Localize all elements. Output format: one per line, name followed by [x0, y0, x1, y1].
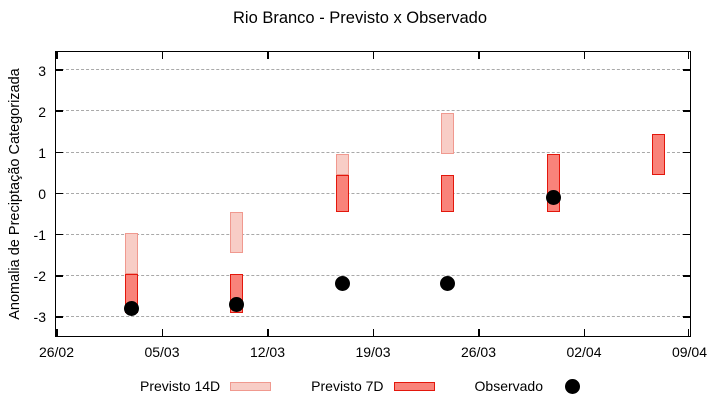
- x-tick-mark: [56, 329, 58, 336]
- y-tick-mark: [683, 316, 690, 318]
- x-tick-label: 26/02: [38, 344, 75, 360]
- y-tick-mark: [56, 233, 63, 236]
- y-tick-mark: [683, 192, 690, 195]
- x-tick-label: 26/03: [460, 344, 497, 360]
- x-tick-mark: [478, 52, 480, 59]
- y-tick-mark: [683, 275, 690, 277]
- y-tick-mark: [56, 151, 63, 154]
- x-tick-mark: [372, 52, 374, 59]
- x-tick-mark: [583, 52, 585, 59]
- legend-label-observado: Observado: [474, 378, 543, 394]
- previsto-14d-box: [230, 212, 244, 254]
- previsto-7d-box: [335, 174, 349, 212]
- y-tick-mark: [683, 151, 690, 154]
- y-tick-mark: [56, 110, 63, 112]
- gridline: [56, 69, 690, 71]
- y-tick-label: 2: [38, 103, 46, 120]
- x-tick-label: 02/04: [566, 344, 602, 360]
- x-tick-label: 19/03: [355, 344, 391, 360]
- y-tick-label: -2: [33, 268, 46, 285]
- observado-point: [545, 190, 561, 206]
- x-tick-mark: [56, 52, 58, 59]
- chart-title: Rio Branco - Previsto x Observado: [232, 9, 488, 27]
- observado-point: [229, 297, 245, 313]
- gridline: [56, 151, 690, 153]
- y-tick-label: 3: [38, 62, 46, 79]
- y-tick-mark: [683, 69, 690, 71]
- x-tick-mark: [478, 329, 480, 336]
- x-tick-mark: [267, 329, 269, 336]
- plot-area: [55, 51, 691, 337]
- legend-swatch-previsto-14d: [230, 381, 272, 391]
- legend-observado-dot-icon: [565, 378, 580, 394]
- y-tick-mark: [683, 233, 690, 236]
- y-tick-mark: [56, 275, 63, 277]
- x-tick-mark: [583, 329, 585, 336]
- x-tick-mark: [372, 329, 374, 336]
- legend-item-previsto-7d: Previsto 7D: [311, 378, 435, 394]
- y-tick-label: -3: [33, 309, 46, 326]
- y-tick-mark: [56, 69, 63, 71]
- y-tick-label: -1: [33, 227, 46, 244]
- y-tick-mark: [56, 316, 63, 318]
- gridline: [56, 192, 690, 194]
- x-tick-label: 12/03: [249, 344, 286, 360]
- gridline: [56, 233, 690, 235]
- y-tick-label: 1: [38, 144, 46, 161]
- x-tick-mark: [687, 52, 689, 59]
- legend-label-previsto-14d: Previsto 14D: [140, 378, 221, 394]
- previsto-14d-box: [124, 232, 138, 274]
- y-tick-mark: [683, 110, 690, 112]
- x-tick-label: 05/03: [144, 344, 180, 360]
- legend-swatch-previsto-7d: [393, 381, 435, 391]
- x-tick-mark: [161, 52, 163, 59]
- legend-label-previsto-7d: Previsto 7D: [311, 378, 384, 394]
- gridline: [56, 110, 690, 112]
- legend: Previsto 14D Previsto 7D Observado: [0, 378, 720, 394]
- legend-item-observado: Observado: [475, 378, 580, 394]
- legend-item-previsto-14d: Previsto 14D: [140, 378, 272, 394]
- x-tick-label: 09/04: [671, 344, 708, 360]
- y-tick-mark: [56, 192, 63, 195]
- observado-point: [334, 276, 350, 292]
- previsto-14d-box: [441, 113, 455, 155]
- observado-point: [440, 276, 456, 292]
- previsto-7d-box: [652, 133, 666, 175]
- x-tick-mark: [267, 52, 269, 59]
- previsto-14d-box: [335, 154, 349, 175]
- x-tick-mark: [687, 329, 689, 336]
- observado-point: [123, 301, 139, 317]
- y-tick-label: 0: [38, 186, 46, 202]
- previsto-7d-box: [441, 174, 455, 212]
- gridline: [56, 275, 690, 277]
- x-tick-mark: [161, 329, 163, 336]
- gridline: [56, 316, 690, 318]
